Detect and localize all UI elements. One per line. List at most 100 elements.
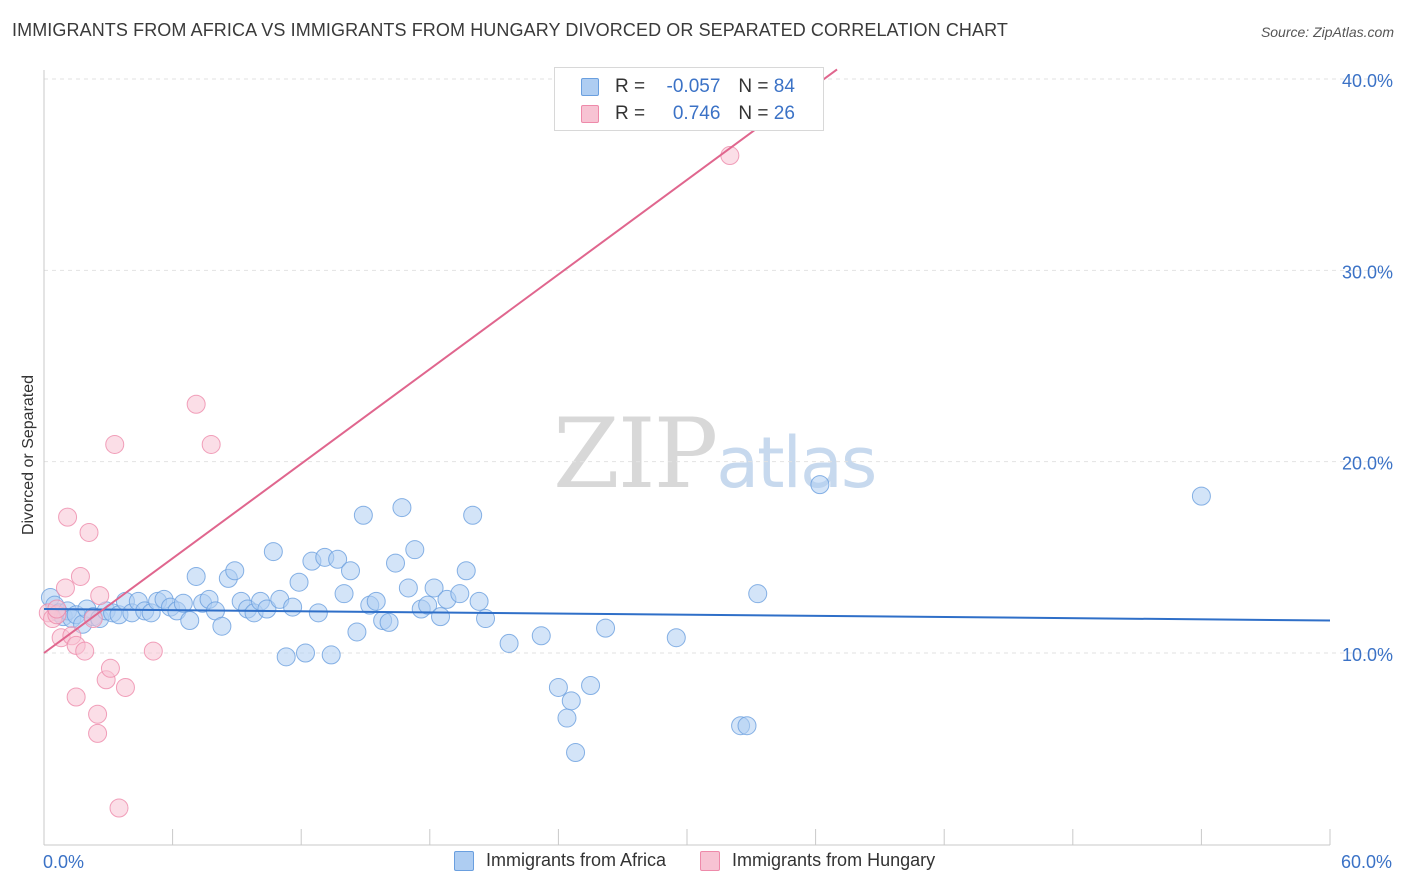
trend-line-hungary [43,68,838,654]
africa-point [566,742,586,762]
africa-point [257,599,277,619]
africa-point [596,618,616,638]
hungary-point [115,677,135,697]
hungary-point [105,434,125,454]
africa-point [581,676,601,696]
africa-point [173,593,193,613]
africa-point [212,616,232,636]
hungary-point [58,507,78,527]
africa-point [289,572,309,592]
africa-swatch [581,78,599,96]
series-hungary-points [38,146,740,818]
series-africa-points [40,475,1211,762]
hungary-point [109,798,129,818]
stats-legend: R = -0.057 N = 84 R = 0.746 N = 26 [554,67,824,131]
africa-point [347,622,367,642]
watermark: ZIPatlas [553,398,877,510]
y-tick-labels: 10.0% 20.0% 30.0% 40.0% [1342,71,1393,665]
r-label: R = [615,76,646,97]
africa-point [424,578,444,598]
africa-point [366,591,386,611]
africa-point [283,597,303,617]
hungary-point [201,434,221,454]
africa-point [810,475,830,495]
africa-point [666,628,686,648]
africa-point [1191,486,1211,506]
africa-point [737,716,757,736]
hungary-point [70,566,90,586]
n-label: N = [738,76,769,97]
africa-point [456,561,476,581]
africa-point [276,647,296,667]
y-tick-label: 30.0% [1342,262,1393,282]
y-axis-label: Divorced or Separated [20,374,37,536]
y-tick-label: 20.0% [1342,454,1393,474]
africa-point [392,498,412,518]
hungary-point [88,704,108,724]
africa-point [180,610,200,630]
africa-point [499,633,519,653]
hungary-point [143,641,163,661]
y-tick-label: 10.0% [1342,645,1393,665]
n-label: N = [738,103,769,124]
africa-point [386,553,406,573]
africa-point [340,561,360,581]
africa-point [476,609,496,629]
stats-row-africa: R = -0.057 N = 84 [581,74,795,100]
africa-point [328,549,348,569]
r-label: R = [615,103,646,124]
africa-point [398,578,418,598]
chart-title: IMMIGRANTS FROM AFRICA VS IMMIGRANTS FRO… [12,20,1008,40]
hungary-swatch [581,105,599,123]
africa-point [557,708,577,728]
trend-lines [43,68,1331,654]
africa-point [225,561,245,581]
grid-lines [44,78,1392,654]
africa-point [418,595,438,615]
legend-label-africa: Immigrants from Africa [486,850,667,870]
hungary-point [88,723,108,743]
hungary-point [90,586,110,606]
axes [43,70,1331,846]
r-value-africa: -0.057 [666,76,721,97]
y-tick-label: 40.0% [1342,71,1393,91]
africa-point [321,645,341,665]
africa-point [531,626,551,646]
n-value-hungary: 26 [773,103,795,124]
hungary-point [55,578,75,598]
trend-line-africa [43,607,1331,622]
africa-point [548,677,568,697]
n-value-africa: 84 [773,76,795,97]
africa-point [379,612,399,632]
legend-label-hungary: Immigrants from Hungary [732,850,936,870]
africa-point [263,542,283,562]
legend-swatch-hungary [700,850,721,871]
hungary-point [100,658,120,678]
x-tick-label-min: 0.0% [43,852,85,872]
hungary-point [186,394,206,414]
series-legend: Immigrants from Africa Immigrants from H… [454,850,969,871]
x-tick-label-max: 60.0% [1340,852,1392,872]
africa-point [463,505,483,525]
africa-point [469,591,489,611]
africa-point [334,584,354,604]
africa-point [308,603,328,623]
hungary-point [66,687,86,707]
hungary-point [75,641,95,661]
africa-point [405,540,425,560]
legend-swatch-africa [454,850,474,871]
legend-item-africa[interactable]: Immigrants from Africa [454,850,666,871]
africa-point [431,607,451,627]
stats-row-hungary: R = 0.746 N = 26 [581,101,795,127]
africa-point [450,584,470,604]
source-note: Source: ZipAtlas.com [1260,24,1394,40]
legend-item-hungary[interactable]: Immigrants from Hungary [700,850,935,871]
africa-point [186,566,206,586]
hungary-point [79,522,99,542]
africa-point [748,584,768,604]
africa-point [295,643,315,663]
africa-point [561,691,581,711]
africa-point [353,505,373,525]
r-value-hungary: 0.746 [672,103,721,124]
